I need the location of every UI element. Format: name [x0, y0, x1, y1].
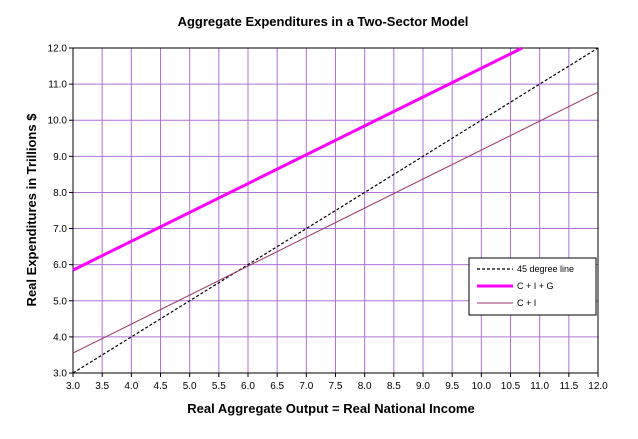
- x-tick-label: 9.0: [416, 381, 430, 392]
- x-tick-label: 4.0: [124, 381, 138, 392]
- y-tick-label: 12.0: [48, 44, 68, 55]
- x-tick-label: 3.0: [66, 381, 80, 392]
- y-tick-label: 6.0: [53, 260, 67, 271]
- y-tick-label: 9.0: [53, 152, 67, 163]
- x-tick-label: 11.0: [530, 381, 549, 392]
- y-tick-label: 4.0: [53, 332, 67, 343]
- x-tick-label: 11.5: [559, 381, 578, 392]
- y-tick-label: 8.0: [53, 188, 67, 199]
- y-tick-label: 7.0: [53, 224, 67, 235]
- legend-label-3: C + I: [517, 298, 536, 308]
- x-axis-ticks: 3.0 3.5 4.0 4.5 5.0 5.5 6.0 6.5 7.0 7.5 8.0 8.5 9.0 9…: [66, 373, 608, 392]
- x-tick-label: 7.5: [329, 381, 343, 392]
- y-tick-label: 3.0: [53, 369, 67, 380]
- x-tick-label: 5.0: [183, 381, 197, 392]
- y-tick-label: 5.0: [53, 296, 67, 307]
- y-tick-label: 11.0: [48, 80, 67, 91]
- x-tick-label: 4.5: [154, 381, 168, 392]
- legend-label-2: C + I + G: [517, 281, 554, 291]
- y-tick-label: 10.0: [48, 116, 68, 127]
- x-tick-label: 12.0: [588, 381, 608, 392]
- legend-label-1: 45 degree line: [517, 264, 574, 274]
- x-tick-label: 8.0: [358, 381, 372, 392]
- chart-title: Aggregate Expenditures in a Two-Sector M…: [178, 14, 469, 29]
- x-tick-label: 10.0: [472, 381, 492, 392]
- x-tick-label: 6.0: [241, 381, 255, 392]
- x-axis-title: Real Aggregate Output = Real National In…: [187, 401, 474, 416]
- plot-area: [72, 46, 599, 374]
- series-line-3: [72, 91, 599, 354]
- y-axis-title: Real Expenditures in Trillions $: [24, 113, 39, 307]
- legend: 45 degree line C + I + G C + I: [468, 257, 597, 316]
- x-tick-label: 7.0: [299, 381, 313, 392]
- series-line-2: [72, 46, 523, 272]
- x-tick-label: 3.5: [95, 381, 109, 392]
- x-tick-label: 5.5: [212, 381, 226, 392]
- x-tick-label: 6.5: [270, 381, 284, 392]
- x-tick-label: 9.5: [445, 381, 459, 392]
- series-lines: [72, 46, 599, 374]
- series-line-1: [72, 47, 599, 374]
- x-tick-label: 10.5: [501, 381, 521, 392]
- x-tick-label: 8.5: [387, 381, 401, 392]
- y-axis-ticks: 3.0 4.0 5.0 6.0 7.0 8.0 9.0 10.0 11.0 12.0: [48, 44, 73, 380]
